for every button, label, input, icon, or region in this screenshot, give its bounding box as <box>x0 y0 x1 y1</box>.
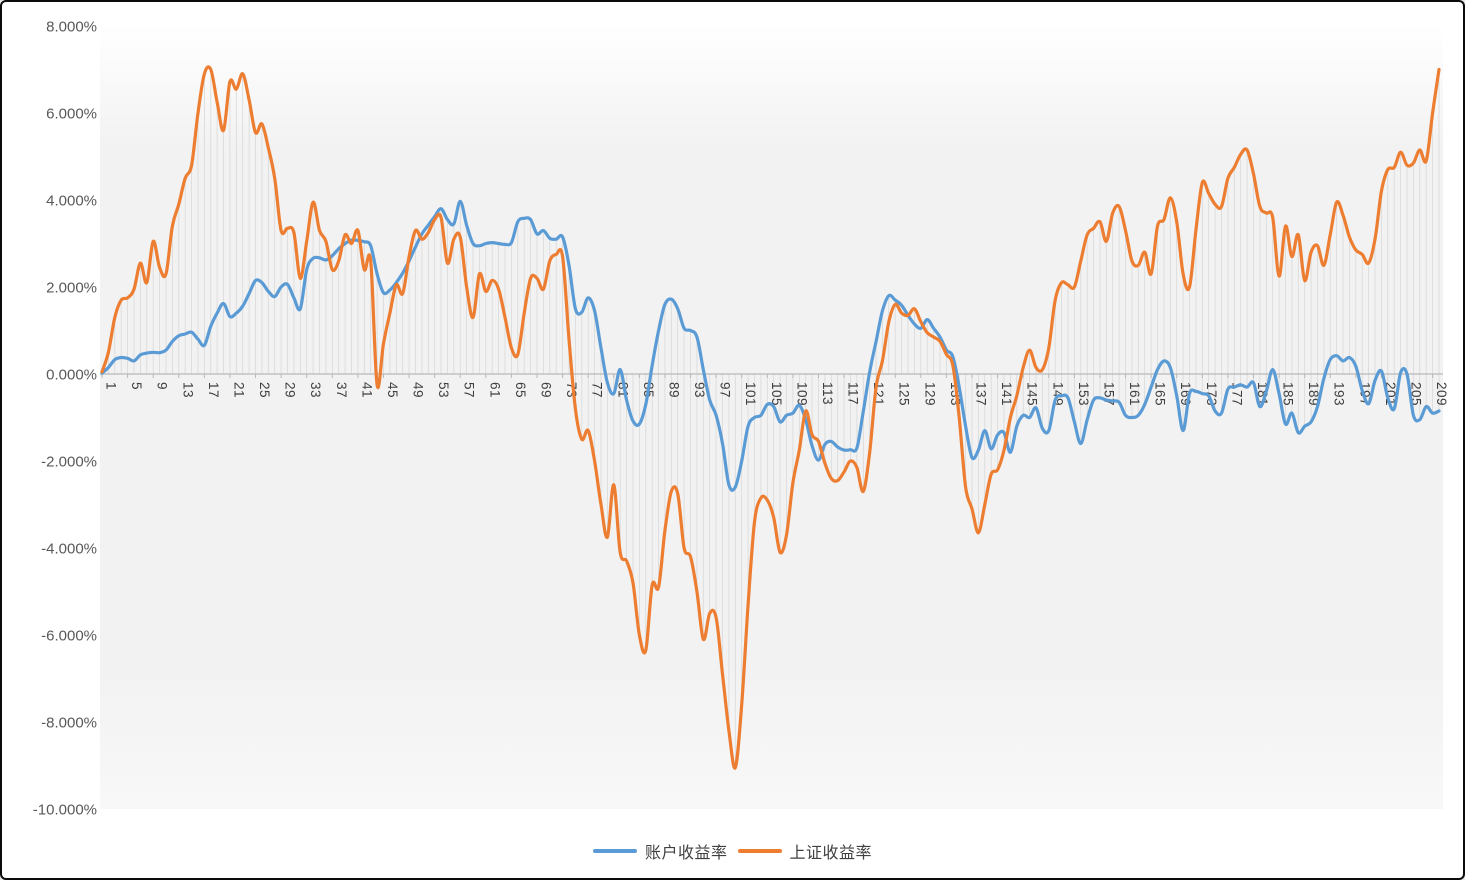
x-axis-tick-label: 129 <box>922 382 937 406</box>
x-axis-tick-label: 33 <box>308 382 323 398</box>
y-axis-tick-label: -10.000% <box>33 802 97 819</box>
x-axis-tick-label: 77 <box>590 382 605 398</box>
y-axis-tick-label: 6.000% <box>46 106 97 123</box>
x-axis-tick-label: 137 <box>974 382 989 406</box>
x-axis-tick-label: 37 <box>334 382 349 398</box>
chart-legend: 账户收益率 上证收益率 <box>2 838 1463 864</box>
series-line-account-return[interactable] <box>100 199 1441 492</box>
x-axis-tick-label: 161 <box>1127 382 1142 406</box>
x-axis-tick-label: 153 <box>1076 382 1091 406</box>
x-axis-tick-label: 1 <box>104 382 119 390</box>
x-axis-tick-label: 113 <box>820 382 835 405</box>
x-axis-tick-label: 61 <box>487 382 502 398</box>
y-axis-tick-label: 2.000% <box>46 280 97 297</box>
x-axis-tick-label: 65 <box>513 382 528 398</box>
x-axis-tick-label: 29 <box>283 382 298 398</box>
x-axis-tick-label: 57 <box>462 382 477 398</box>
x-axis-tick-label: 49 <box>411 382 426 398</box>
legend-item-shanghai-return[interactable]: 上证收益率 <box>737 839 873 863</box>
x-axis-tick-label: 105 <box>769 382 784 406</box>
x-axis-tick-label: 13 <box>180 382 195 398</box>
legend-label-shanghai-return: 上证收益率 <box>789 845 873 862</box>
series-line-shanghai-return[interactable] <box>100 65 1441 770</box>
y-axis-tick-label: -4.000% <box>41 541 97 558</box>
x-axis-tick-label: 193 <box>1332 382 1347 406</box>
x-axis-tick-label: 189 <box>1306 382 1321 406</box>
y-axis-tick-label: -8.000% <box>41 715 97 732</box>
x-axis-tick-label: 117 <box>846 382 861 405</box>
x-axis-tick-label: 41 <box>359 382 374 398</box>
y-axis-tick-label: 8.000% <box>46 19 97 36</box>
y-axis-tick-label: -6.000% <box>41 628 97 645</box>
x-axis-tick-label: 25 <box>257 382 272 398</box>
x-axis-tick-label: 165 <box>1153 382 1168 406</box>
x-axis-tick-label: 125 <box>897 382 912 406</box>
y-axis-tick-label: -2.000% <box>41 454 97 471</box>
x-axis-tick-label: 53 <box>436 382 451 398</box>
x-axis-tick-label: 209 <box>1434 382 1449 406</box>
x-axis-tick-label: 101 <box>743 382 758 406</box>
x-axis-tick-label: 93 <box>692 382 707 398</box>
x-axis-tick-label: 141 <box>999 382 1014 406</box>
y-axis-tick-label: 0.000% <box>46 367 97 384</box>
y-axis-tick-label: 4.000% <box>46 193 97 210</box>
x-axis-tick-label: 9 <box>155 382 170 390</box>
legend-line-swatch-orange <box>737 849 782 853</box>
x-axis-tick-label: 145 <box>1025 382 1040 406</box>
x-axis-tick-label: 89 <box>666 382 681 398</box>
legend-label-account-return: 账户收益率 <box>644 845 728 862</box>
x-axis-tick-label: 5 <box>129 382 144 390</box>
x-axis-tick-label: 97 <box>718 382 733 398</box>
x-axis-tick-label: 109 <box>794 382 809 406</box>
legend-line-swatch-blue <box>592 849 637 853</box>
x-axis-tick-label: 69 <box>539 382 554 398</box>
x-axis-tick-label: 17 <box>206 382 221 398</box>
x-axis-tick-label: 45 <box>385 382 400 398</box>
legend-item-account-return[interactable]: 账户收益率 <box>592 839 728 863</box>
x-axis-tick-label: 173 <box>1204 382 1219 406</box>
x-axis-tick-label: 21 <box>231 382 246 398</box>
plot-area[interactable] <box>100 24 1443 809</box>
x-axis-tick-label: 185 <box>1281 382 1296 406</box>
